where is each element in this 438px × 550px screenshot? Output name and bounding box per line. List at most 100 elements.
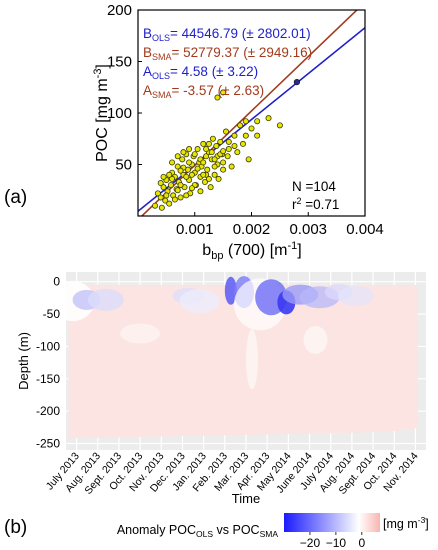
scatter-point bbox=[179, 156, 186, 163]
section-y-tick-label: -200 bbox=[36, 404, 60, 418]
panel-label-a: (a) bbox=[4, 187, 27, 208]
scatter-point bbox=[177, 194, 184, 201]
scatter-point bbox=[188, 171, 195, 178]
panel-label-b: (b) bbox=[4, 517, 27, 538]
colorbar-tick-label: −10 bbox=[326, 536, 347, 550]
scatter-point bbox=[248, 125, 255, 132]
scatter-point bbox=[203, 153, 210, 160]
scatter-x-tick-label: 0.001 bbox=[176, 221, 214, 238]
scatter-point bbox=[215, 175, 222, 182]
section-y-tick-label: 0 bbox=[53, 275, 60, 289]
anomaly-patch bbox=[120, 323, 161, 344]
scatter-point bbox=[207, 184, 214, 191]
scatter-point bbox=[174, 163, 181, 170]
sma-regression-line bbox=[140, 10, 359, 216]
scatter-point bbox=[194, 146, 201, 153]
scatter-point bbox=[265, 115, 272, 122]
scatter-point bbox=[220, 159, 227, 166]
ols-slope-annotation: BOLS= 44546.79 (± 2802.01) bbox=[143, 26, 311, 43]
scatter-point bbox=[174, 187, 181, 194]
scatter-point bbox=[158, 204, 165, 211]
scatter-point bbox=[211, 156, 218, 163]
scatter-point bbox=[204, 166, 211, 173]
scatter-y-label: POC [mg m-3] bbox=[92, 64, 111, 162]
scatter-point bbox=[276, 122, 283, 129]
scatter-point bbox=[201, 179, 208, 186]
scatter-point bbox=[188, 185, 195, 192]
scatter-point bbox=[220, 166, 227, 173]
colorbar-tick-label: 0 bbox=[358, 536, 365, 550]
scatter-point bbox=[254, 118, 261, 125]
scatter-point bbox=[157, 180, 164, 187]
scatter-point bbox=[166, 200, 173, 207]
scatter-point bbox=[186, 159, 193, 166]
section-y-tick-label: -100 bbox=[36, 339, 60, 353]
svg-text:BOLS= 44546.79 (± 2802.01): BOLS= 44546.79 (± 2802.01) bbox=[143, 26, 311, 43]
section-y-ticks: 0 -50 -100 -150 -200 -250 bbox=[36, 275, 60, 451]
scatter-point bbox=[169, 175, 176, 182]
scatter-point bbox=[186, 146, 193, 153]
scatter-point bbox=[205, 140, 212, 147]
scatter-point bbox=[231, 142, 238, 149]
regression-lines bbox=[138, 10, 365, 216]
anomaly-field bbox=[66, 276, 419, 439]
scatter-points bbox=[152, 78, 301, 211]
scatter-point bbox=[209, 135, 216, 142]
section-x-label: Time bbox=[232, 491, 260, 506]
scatter-point bbox=[169, 159, 176, 166]
scatter-point bbox=[183, 192, 190, 199]
colorbar: Anomaly POCOLS vs POCSMA −20 −10 0 [mg m-3… bbox=[117, 513, 429, 550]
scatter-point bbox=[171, 196, 178, 203]
svg-text:BSMA= 52779.37 (± 2949.16): BSMA= 52779.37 (± 2949.16) bbox=[143, 45, 312, 62]
scatter-point bbox=[167, 182, 174, 189]
scatter-point bbox=[225, 146, 232, 153]
scatter-point bbox=[242, 132, 249, 139]
scatter-point bbox=[205, 175, 212, 182]
scatter-x-tick-label: 0.002 bbox=[233, 221, 271, 238]
colorbar-title: Anomaly POCOLS vs POCSMA bbox=[117, 523, 279, 539]
positive-anomaly-region bbox=[68, 284, 419, 439]
scatter-point bbox=[211, 171, 218, 178]
scatter-point bbox=[180, 149, 187, 156]
scatter-point bbox=[213, 142, 220, 149]
anomaly-patch bbox=[179, 289, 220, 314]
scatter-point bbox=[203, 146, 210, 153]
colorbar-gradient bbox=[284, 513, 380, 532]
section-y-tick-label: -250 bbox=[36, 437, 60, 451]
scatter-point bbox=[225, 138, 232, 145]
colorbar-tick-label: −20 bbox=[300, 536, 321, 550]
scatter-point bbox=[183, 173, 190, 180]
anomaly-patch bbox=[337, 285, 374, 306]
scatter-point bbox=[214, 94, 221, 101]
scatter-x-tick-label: 0.003 bbox=[289, 221, 327, 238]
scatter-x-label: bbp (700) [m-1] bbox=[202, 240, 301, 262]
colorbar-unit: [mg m-3] bbox=[383, 515, 429, 531]
section-y-tick-label: -50 bbox=[43, 307, 61, 321]
scatter-point bbox=[211, 163, 218, 170]
scatter-point bbox=[222, 128, 229, 135]
sma-slope-annotation: BSMA= 52779.37 (± 2949.16) bbox=[143, 45, 312, 62]
scatter-point bbox=[254, 132, 261, 139]
sample-count: N =104 bbox=[292, 179, 336, 194]
scatter-point bbox=[200, 140, 207, 147]
sma-intercept-annotation: ASMA= -3.57 (± 2.63) bbox=[143, 83, 264, 100]
scatter-y-tick-label: 150 bbox=[107, 54, 132, 71]
scatter-point bbox=[157, 194, 164, 201]
anomaly-patch bbox=[246, 329, 258, 390]
scatter-point bbox=[217, 138, 224, 145]
section-y-label: Depth (m) bbox=[16, 332, 31, 390]
r-squared: r2 =0.71 bbox=[292, 196, 339, 212]
scatter-point bbox=[177, 167, 184, 174]
svg-text:ASMA= -3.57 (± 2.63): ASMA= -3.57 (± 2.63) bbox=[143, 83, 264, 100]
scatter-point bbox=[200, 171, 207, 178]
scatter-point bbox=[166, 171, 173, 178]
scatter-point bbox=[154, 190, 161, 197]
scatter-point bbox=[220, 89, 227, 96]
scatter-panel: 0.001 0.002 0.003 0.004 50 100 150 200 BOLS= 4… bbox=[92, 2, 384, 262]
scatter-point bbox=[242, 118, 249, 125]
scatter-x-ticks: 0.001 0.002 0.003 0.004 bbox=[176, 212, 384, 238]
scatter-point bbox=[237, 122, 244, 129]
